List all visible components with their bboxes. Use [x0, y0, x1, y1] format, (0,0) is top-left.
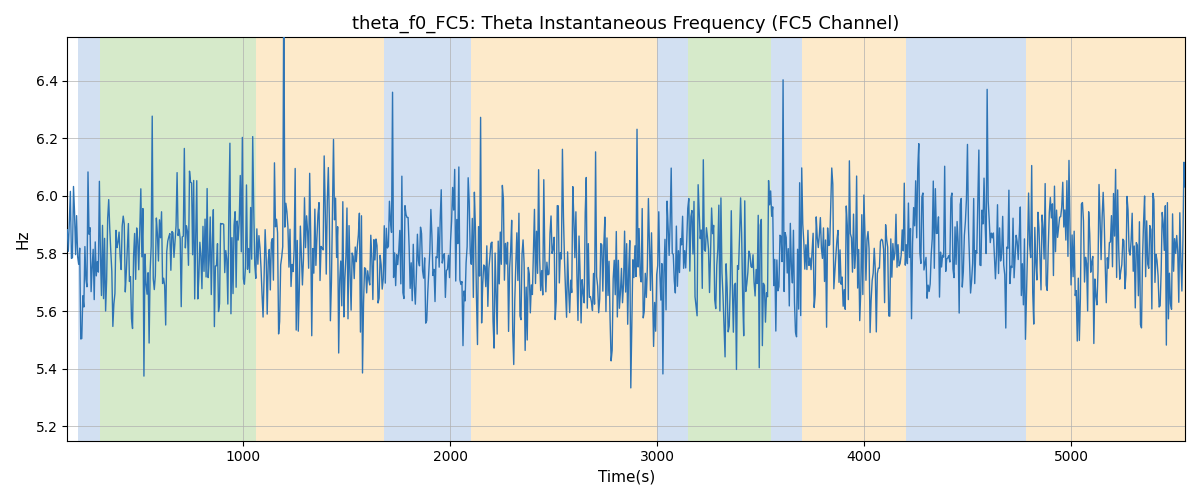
Bar: [689, 38, 772, 440]
Bar: [772, 38, 802, 440]
Title: theta_f0_FC5: Theta Instantaneous Frequency (FC5 Channel): theta_f0_FC5: Theta Instantaneous Freque…: [353, 15, 900, 34]
Bar: [256, 38, 384, 440]
Bar: [470, 38, 658, 440]
Bar: [384, 38, 470, 440]
Bar: [101, 38, 256, 440]
Bar: [1026, 38, 1195, 440]
Bar: [658, 38, 689, 440]
Bar: [78, 38, 101, 440]
Bar: [906, 38, 1026, 440]
Bar: [802, 38, 906, 440]
Y-axis label: Hz: Hz: [16, 230, 30, 249]
X-axis label: Time(s): Time(s): [598, 470, 655, 485]
